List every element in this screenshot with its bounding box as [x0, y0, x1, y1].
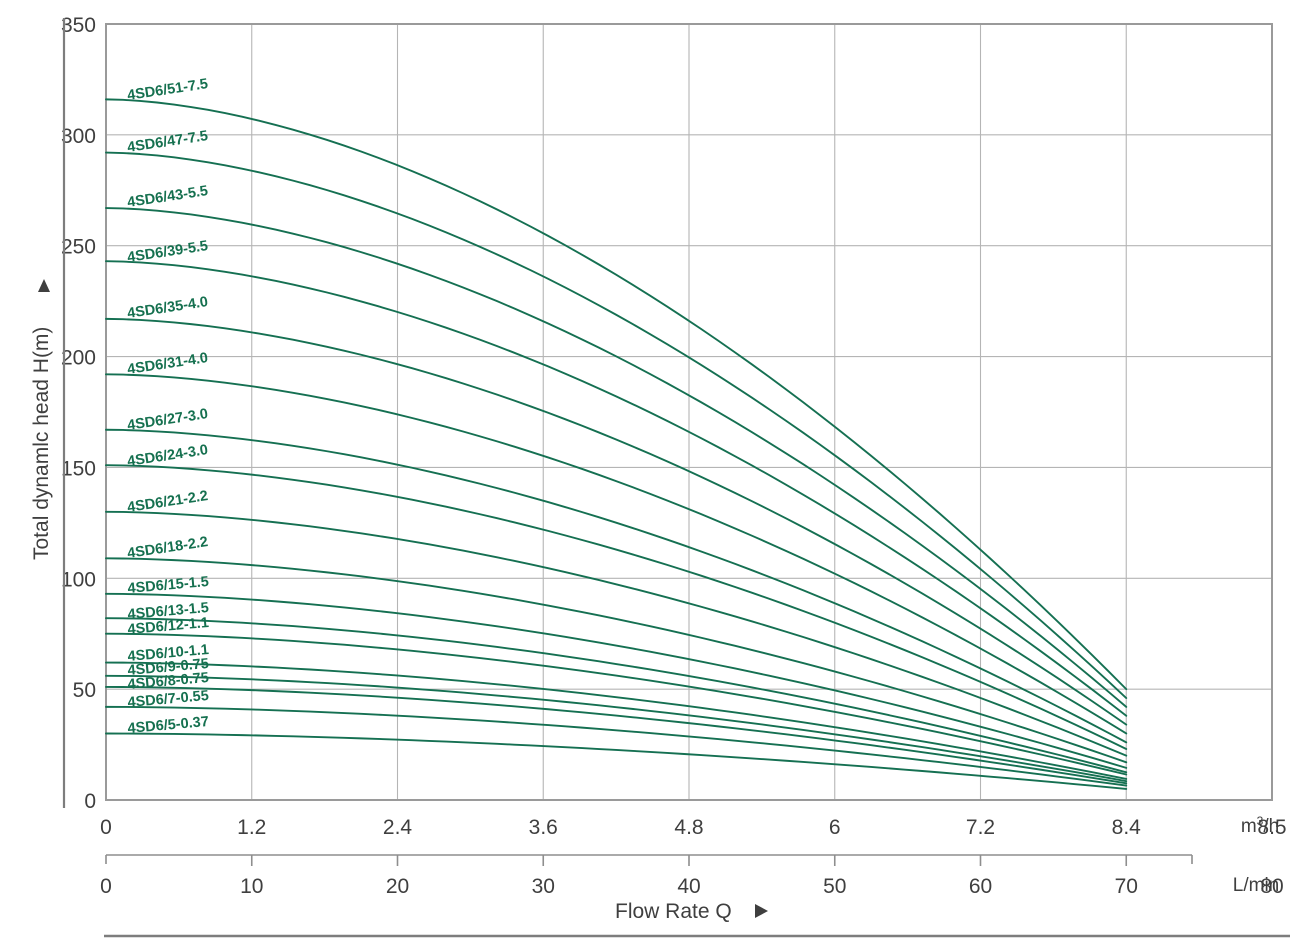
performance-curve: [105, 732, 1128, 790]
performance-curve: [105, 674, 1128, 783]
performance-curve: [105, 510, 1128, 757]
performance-curve: [105, 207, 1128, 708]
y-axis-title: Total dynamlc head H(m): [30, 327, 53, 560]
curve-label: 4SD6/15-1.5: [127, 574, 210, 597]
curve-label: 4SD6/51-7.5: [126, 76, 209, 104]
curve-label: 4SD6/43-5.5: [126, 183, 209, 211]
x-axis-tick-label-m3h: 6: [829, 816, 841, 839]
curve-label: 4SD6/39-5.5: [126, 238, 209, 266]
performance-curve: [105, 260, 1128, 717]
performance-curve: [105, 705, 1128, 787]
curve-label: 4SD6/35-4.0: [126, 294, 209, 322]
y-axis-arrow-icon: [38, 279, 50, 292]
x-axis-title-group: Flow Rate Q: [104, 900, 1290, 938]
curve-label: 4SD6/18-2.2: [126, 534, 209, 562]
performance-curve: [105, 151, 1128, 699]
x-axis-tick-label-lmin: 10: [240, 875, 263, 898]
y-axis-tick-label: 300: [61, 125, 96, 148]
y-axis-title-group: Total dynamlc head H(m): [30, 18, 66, 808]
performance-curve: [105, 464, 1128, 750]
performance-curve: [105, 685, 1128, 785]
performance-curve: [105, 98, 1128, 691]
x-axis-tick-label-lmin: 40: [677, 875, 700, 898]
y-axis-tick-label: 0: [84, 790, 96, 813]
x-axis-tick-label-m3h: 0: [100, 816, 112, 839]
plot-area-border: [105, 23, 1273, 801]
performance-curve: [105, 317, 1128, 726]
y-axis-tick-label: 350: [61, 14, 96, 37]
x-axis-tick-label-lmin: 30: [532, 875, 555, 898]
x-axis-tick-label-lmin: 60: [969, 875, 992, 898]
grid-layer: [106, 23, 1272, 800]
x-axis-unit-lmin: L/min: [1233, 875, 1279, 896]
x-axis-tick-label-m3h: 8.5: [1257, 816, 1286, 839]
x-axis-tick-label-m3h: 2.4: [383, 816, 413, 839]
x-axis-tick-label-lmin: 0: [100, 875, 112, 898]
curve-label: 4SD6/5-0.37: [127, 714, 210, 737]
curve-label: 4SD6/31-4.0: [126, 350, 209, 378]
x-axis-unit-m3h: m3/h: [1241, 814, 1279, 837]
x-axis-tick-label-m3h: 1.2: [237, 816, 266, 839]
x-axis-title: Flow Rate Q: [615, 900, 732, 923]
curve-label: 4SD6/27-3.0: [126, 406, 209, 434]
performance-curve: [105, 632, 1128, 776]
x-axis-tick-label-m3h: 4.8: [674, 816, 703, 839]
y-axis-tick-label: 200: [61, 347, 96, 370]
curve-label: 4SD6/24-3.0: [126, 442, 209, 470]
performance-curve: [105, 617, 1128, 774]
x-axis-scales: 0 1.2 2.4 3.6 4.8 6 7.2 8.4 8.5m3/h 0 10 20 30 40 50 60…: [100, 814, 1286, 898]
curve-label: 4SD6/21-2.2: [126, 488, 209, 516]
performance-curve: [105, 557, 1128, 764]
curve-label: 4SD6/7-0.55: [127, 688, 210, 711]
performance-curve: [105, 428, 1128, 744]
curve-label: 4SD6/12-1.1: [127, 615, 210, 638]
y-axis-tick-label: 100: [61, 568, 96, 591]
curve-label: 4SD6/13-1.5: [127, 600, 210, 623]
performance-curve: [105, 592, 1128, 769]
y-axis-tick-label: 50: [73, 679, 96, 702]
x-axis-tick-label-m3h: 8.4: [1112, 816, 1142, 839]
curve-label: 4SD6/10-1.1: [127, 642, 210, 665]
curve-label: 4SD6/9-0.75: [127, 656, 210, 679]
performance-curve: [105, 373, 1128, 735]
curve-labels-layer: 4SD6/51-7.5 4SD6/47-7.5 4SD6/43-5.5 4SD6/39…: [126, 76, 209, 737]
x-axis-arrow-icon: [755, 904, 768, 918]
y-axis-tick-label: 250: [61, 236, 96, 259]
performance-curve: [105, 661, 1128, 780]
y-axis-tick-labels: 0 50 100 150 200 250 300 350: [61, 14, 96, 813]
curves-layer: [105, 98, 1128, 790]
x-axis-tick-label-lmin: 50: [823, 875, 846, 898]
x-axis-tick-label-lmin: 20: [386, 875, 409, 898]
curve-label: 4SD6/47-7.5: [126, 128, 209, 156]
x-axis-tick-label-lmin: 80: [1260, 875, 1283, 898]
x-axis-tick-label-m3h: 7.2: [966, 816, 995, 839]
x-axis-tick-label-m3h: 3.6: [529, 816, 558, 839]
y-axis-tick-label: 150: [61, 457, 96, 480]
x-axis-tick-label-lmin: 70: [1115, 875, 1138, 898]
curve-label: 4SD6/8-0.75: [127, 670, 210, 693]
plot-frame: [105, 23, 1273, 801]
